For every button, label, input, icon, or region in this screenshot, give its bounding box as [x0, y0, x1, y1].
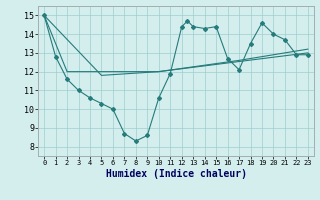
X-axis label: Humidex (Indice chaleur): Humidex (Indice chaleur) — [106, 169, 246, 179]
